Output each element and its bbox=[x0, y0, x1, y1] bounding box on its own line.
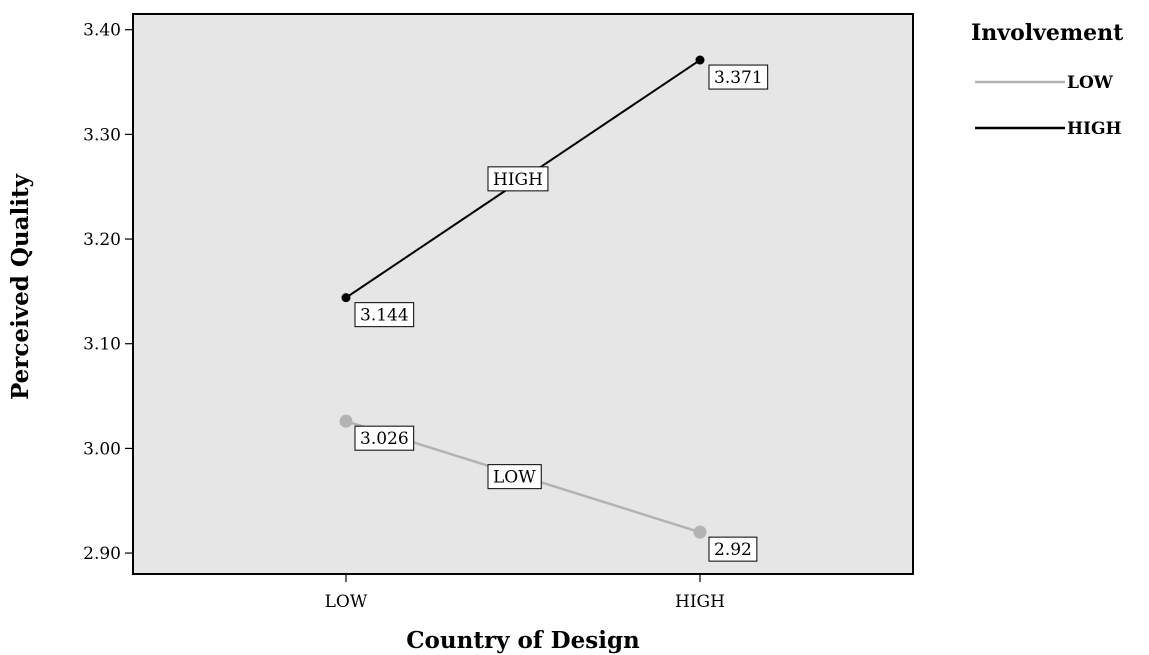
y-tick-label: 3.20 bbox=[83, 230, 121, 250]
data-label-high-text: 3.144 bbox=[360, 306, 409, 326]
x-axis: LOW HIGH bbox=[325, 574, 725, 612]
plot-area bbox=[132, 13, 914, 575]
y-axis-title: Perceived Quality bbox=[7, 173, 34, 400]
data-label-low-text: 2.92 bbox=[714, 540, 752, 560]
data-label-low-text: 3.026 bbox=[360, 429, 409, 449]
x-tick-label: LOW bbox=[325, 592, 368, 612]
series-label-low-box bbox=[487, 464, 542, 490]
series-label-high-text: HIGH bbox=[493, 170, 543, 190]
y-tick-label: 3.40 bbox=[83, 21, 121, 41]
data-label-low-box bbox=[708, 536, 758, 562]
x-tick-label: HIGH bbox=[675, 592, 725, 612]
data-point-low bbox=[693, 525, 707, 539]
data-label-high: 3.371 bbox=[708, 64, 769, 90]
legend-label-low: LOW bbox=[1067, 73, 1114, 93]
legend-label-high: HIGH bbox=[1067, 119, 1122, 139]
y-tick-label: 2.90 bbox=[83, 544, 121, 564]
y-tick-label: 3.00 bbox=[83, 439, 121, 459]
legend-title: Involvement bbox=[971, 20, 1124, 46]
data-point-high bbox=[695, 55, 705, 65]
data-label-high-box bbox=[354, 302, 415, 328]
series-label-high: HIGH bbox=[487, 166, 549, 192]
data-label-low: 3.026 bbox=[354, 425, 415, 451]
y-axis: 2.90 3.00 3.10 3.20 3.30 3.40 bbox=[83, 21, 133, 564]
data-label-high: 3.144 bbox=[354, 302, 415, 328]
y-tick-label: 3.10 bbox=[83, 335, 121, 355]
legend: Involvement LOW HIGH bbox=[971, 20, 1124, 139]
data-label-low-box bbox=[354, 425, 415, 451]
x-axis-title: Country of Design bbox=[406, 627, 640, 654]
series-label-low-text: LOW bbox=[493, 468, 536, 488]
data-point-high bbox=[341, 293, 351, 303]
y-tick-label: 3.30 bbox=[83, 125, 121, 145]
data-point-low bbox=[339, 414, 353, 428]
series-label-high-box bbox=[487, 166, 549, 192]
series-label-low: LOW bbox=[487, 464, 542, 490]
data-label-high-text: 3.371 bbox=[714, 68, 763, 88]
data-label-low: 2.92 bbox=[708, 536, 758, 562]
series-group: 3.026 2.92 3.144 3.371 HIGH LOW bbox=[339, 55, 769, 562]
data-label-high-box bbox=[708, 64, 769, 90]
